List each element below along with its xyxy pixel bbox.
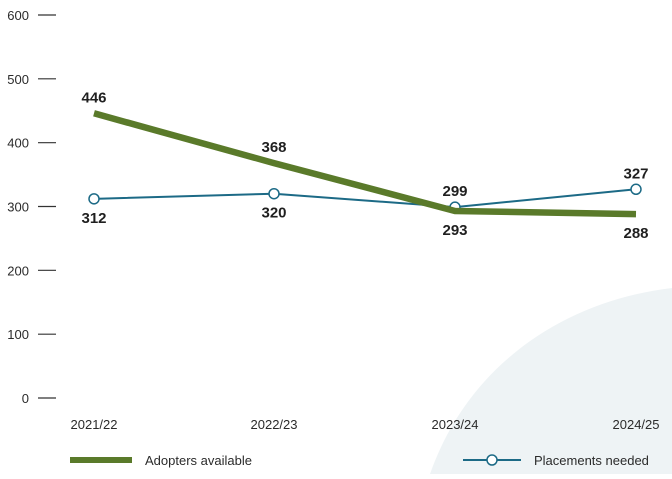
data-label-adopters-available: 368 <box>261 139 286 156</box>
series-layer <box>88 110 642 218</box>
data-label-adopters-available: 446 <box>81 89 106 106</box>
x-axis: 2021/22 2022/23 2023/24 2024/25 <box>71 417 660 432</box>
data-point-placements-needed <box>88 193 100 205</box>
legend: Adopters available Placements needed <box>70 453 649 468</box>
series-line-adopters-available <box>93 110 637 218</box>
legend-marker-placements-needed <box>486 454 498 466</box>
x-tick-label: 2023/24 <box>432 417 479 432</box>
data-label-placements-needed: 320 <box>261 205 286 222</box>
legend-label-placements-needed: Placements needed <box>534 453 649 468</box>
x-tick-label: 2021/22 <box>71 417 118 432</box>
data-label-placements-needed: 312 <box>81 210 106 227</box>
y-axis: 0 100 200 300 400 500 600 <box>7 8 56 406</box>
data-point-placements-needed <box>630 183 642 196</box>
y-tick-label: 400 <box>7 136 29 151</box>
legend-label-adopters-available: Adopters available <box>145 453 252 468</box>
y-tick-label: 100 <box>7 327 29 342</box>
y-tick-label: 200 <box>7 263 29 278</box>
data-label-placements-needed: 327 <box>623 165 648 182</box>
data-point-placements-needed <box>268 187 280 200</box>
background-decor-shape <box>430 288 672 474</box>
data-label-adopters-available: 293 <box>442 222 467 239</box>
data-labels: 312 320 299 327 446 368 293 288 <box>81 89 648 242</box>
x-tick-label: 2024/25 <box>613 417 660 432</box>
y-tick-label: 300 <box>7 200 29 215</box>
data-label-placements-needed: 299 <box>442 183 467 200</box>
y-tick-label: 500 <box>7 72 29 87</box>
series-line-placements-needed <box>93 188 637 209</box>
y-tick-label: 600 <box>7 8 29 23</box>
data-label-adopters-available: 288 <box>623 225 648 242</box>
x-tick-label: 2022/23 <box>251 417 298 432</box>
y-tick-label: 0 <box>22 391 29 406</box>
